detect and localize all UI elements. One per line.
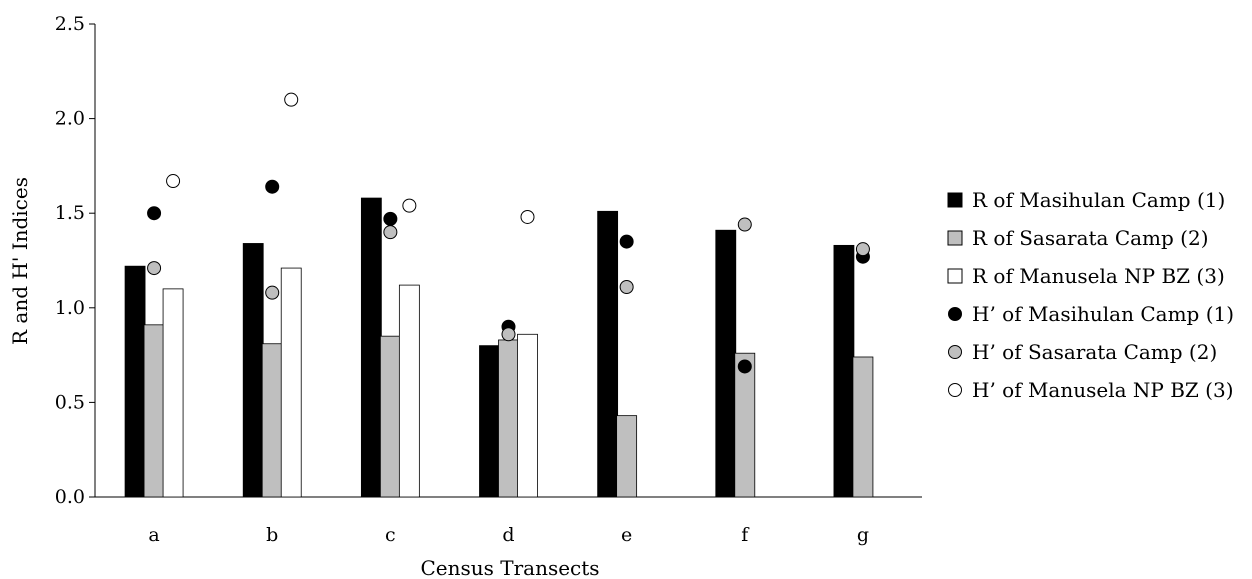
point-h-of-sasarata-camp-2-a <box>147 261 162 276</box>
bar-r-of-sasarata-camp-2-c <box>379 335 401 498</box>
x-tick-label: e <box>621 524 632 546</box>
point-h-of-manusela-np-bz-3-a <box>166 174 181 189</box>
y-tick-label: 0.5 <box>55 391 85 413</box>
point-h-of-masihulan-camp-1-e <box>619 234 634 249</box>
legend-swatch-r-of-manusela-np-bz-3 <box>947 268 963 284</box>
x-tick-label: f <box>741 524 750 546</box>
bar-r-of-manusela-np-bz-3-a <box>162 288 184 498</box>
point-h-of-sasarata-camp-2-b <box>265 285 280 300</box>
bars <box>124 197 874 498</box>
y-axis-title: R and H' Indices <box>8 177 32 345</box>
bar-r-of-sasarata-camp-2-d <box>498 339 519 498</box>
bar-r-of-sasarata-camp-2-e <box>616 415 638 498</box>
x-tick-label: d <box>502 524 514 546</box>
point-h-of-masihulan-camp-1-f <box>737 359 752 374</box>
bar-r-of-manusela-np-bz-3-b <box>280 267 302 498</box>
legend-label: R of Masihulan Camp (1) <box>972 188 1225 212</box>
legend-label: H’ of Sasarata Camp (2) <box>972 340 1217 364</box>
x-tick-label: c <box>385 524 396 546</box>
legend-swatch-r-of-masihulan-camp-1 <box>947 192 963 208</box>
bar-r-of-masihulan-camp-1-e <box>597 210 619 498</box>
bar-r-of-manusela-np-bz-3-d <box>517 333 538 498</box>
x-tick-label: b <box>266 524 278 546</box>
plot-area: 0.0 0.5 1.0 1.5 2.0 2.5 a b c d e f g <box>55 13 922 546</box>
bar-r-of-masihulan-camp-1-d <box>479 345 500 498</box>
point-h-of-sasarata-camp-2-f <box>737 217 752 232</box>
legend-swatch-r-of-sasarata-camp-2 <box>947 230 963 246</box>
bar-r-of-sasarata-camp-2-b <box>261 343 283 498</box>
points <box>147 92 870 374</box>
point-h-of-sasarata-camp-2-c <box>383 225 398 240</box>
x-tick-label: g <box>857 524 869 546</box>
point-h-of-sasarata-camp-2-e <box>619 279 634 294</box>
y-tick-label: 1.5 <box>55 202 85 224</box>
bar-r-of-sasarata-camp-2-f <box>734 352 756 498</box>
legend-label: H’ of Masihulan Camp (1) <box>972 302 1234 326</box>
y-tick-label: 0.0 <box>55 486 85 508</box>
bar-r-of-sasarata-camp-2-a <box>143 324 165 498</box>
x-axis-title: Census Transects <box>420 556 599 579</box>
point-h-of-masihulan-camp-1-a <box>147 206 162 221</box>
x-ticks: a b c d e f g <box>148 524 869 546</box>
y-tick-label: 2.0 <box>55 108 85 130</box>
point-h-of-masihulan-camp-1-c <box>383 211 398 226</box>
y-tick-label: 2.5 <box>55 13 85 35</box>
point-h-of-manusela-np-bz-3-c <box>402 198 417 213</box>
point-h-of-sasarata-camp-2-d <box>501 327 516 342</box>
legend-label: R of Sasarata Camp (2) <box>972 226 1209 250</box>
bar-r-of-manusela-np-bz-3-c <box>398 284 420 498</box>
legend-marker-h-of-manusela-np-bz-3 <box>948 383 962 397</box>
point-h-of-sasarata-camp-2-g <box>855 242 870 257</box>
y-ticks: 0.0 0.5 1.0 1.5 2.0 2.5 <box>55 13 95 508</box>
bar-r-of-masihulan-camp-1-f <box>715 229 737 498</box>
x-tick-label: a <box>148 524 159 546</box>
legend-marker-h-of-masihulan-camp-1 <box>948 307 962 321</box>
bar-r-of-masihulan-camp-1-g <box>833 244 855 498</box>
legend: R of Masihulan Camp (1) R of Sasarata Cam… <box>947 188 1234 402</box>
point-h-of-masihulan-camp-1-b <box>265 179 280 194</box>
bar-r-of-masihulan-camp-1-b <box>242 243 264 498</box>
legend-label: H’ of Manusela NP BZ (3) <box>972 378 1234 402</box>
bar-r-of-sasarata-camp-2-g <box>852 356 874 498</box>
point-h-of-manusela-np-bz-3-d <box>520 209 535 224</box>
bar-r-of-masihulan-camp-1-a <box>124 265 146 498</box>
point-h-of-manusela-np-bz-3-b <box>284 92 299 107</box>
y-tick-label: 1.0 <box>55 297 85 319</box>
legend-marker-h-of-sasarata-camp-2 <box>948 345 962 359</box>
legend-label: R of Manusela NP BZ (3) <box>972 264 1225 288</box>
bar-r-of-masihulan-camp-1-c <box>360 197 382 498</box>
